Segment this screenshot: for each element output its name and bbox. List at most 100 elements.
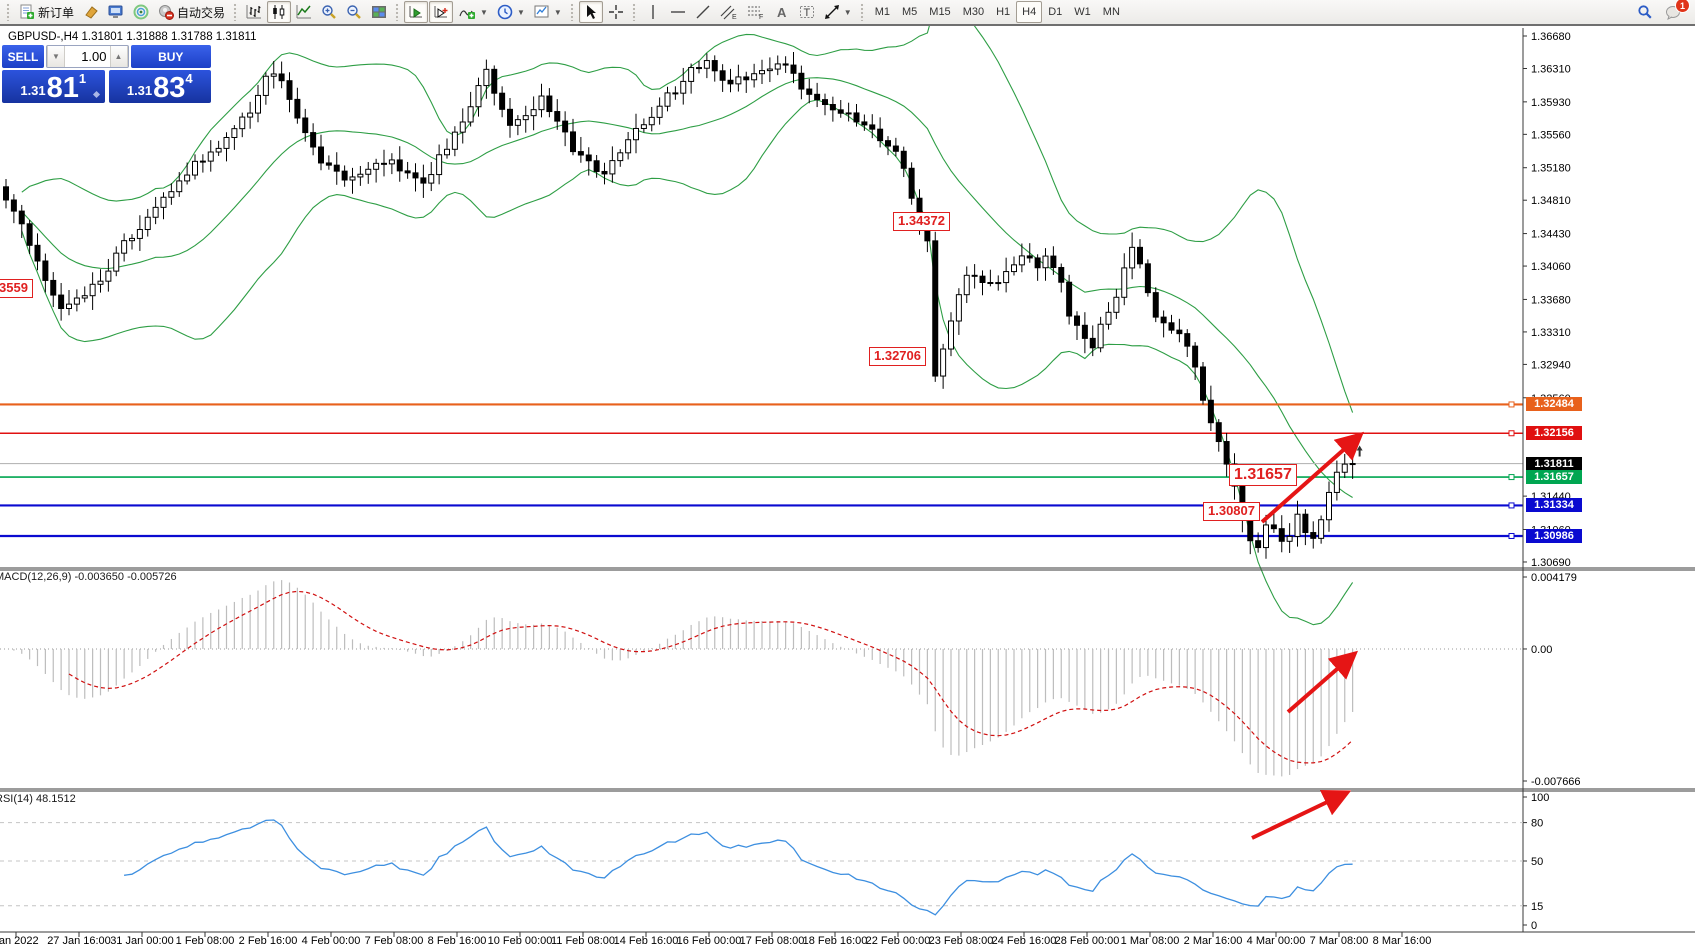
time-axis-label: 28 Feb 00:00 [1054,935,1120,947]
svg-text:1.35560: 1.35560 [1531,129,1571,141]
buy-button[interactable]: BUY [130,45,211,68]
cursor-icon [583,4,599,20]
templates-icon [534,4,550,20]
svg-text:1.34060: 1.34060 [1531,261,1571,273]
text-icon: A [774,4,790,20]
price-callout-label[interactable]: 1.31657 [1229,464,1297,487]
sell-price-small: 1.31 [20,83,46,98]
new-order-button[interactable]: 新订单 [15,1,78,23]
timeframe-button-h1[interactable]: H1 [996,6,1011,18]
candlestick-chart-button[interactable] [267,1,292,23]
price-callout-label[interactable]: 1.32706 [869,347,926,366]
equidistant-channel-tool-button[interactable]: E [716,1,742,23]
search-icon [1637,4,1653,20]
auto-scroll-button[interactable] [404,1,429,23]
crosshair-tool-button[interactable] [604,1,628,23]
time-axis-label: 14 Feb 16:00 [613,935,679,947]
time-axis-label: 4 Feb 00:00 [301,935,361,947]
terminal-button[interactable] [104,1,128,23]
volume-decrease-button[interactable]: ▼ [47,46,65,67]
time-axis-label: 2 Mar 16:00 [1183,935,1243,947]
new-order-label: 新订单 [38,5,75,20]
price-level-tag: 1.31657 [1526,470,1582,485]
period-button[interactable]: ▼ [493,1,529,23]
toolbar-grip[interactable] [395,3,401,21]
svg-text:50: 50 [1531,856,1543,868]
zoom-out-button[interactable] [342,1,366,23]
vertical-line-tool-button[interactable] [641,1,665,23]
timeframe-button-m30[interactable]: M30 [962,6,985,18]
timeframe-button-w1[interactable]: W1 [1074,6,1091,18]
search-button[interactable] [1633,1,1657,23]
time-axis-label: 7 Feb 08:00 [364,935,424,947]
svg-text:100: 100 [1531,792,1549,804]
layouts-button[interactable] [79,1,103,23]
time-axis-label: 16 Feb 00:00 [676,935,742,947]
add-indicator-button[interactable]: ▼ [454,1,492,23]
trendline-tool-button[interactable] [691,1,715,23]
buy-price-display[interactable]: 1.31 83 4 [108,70,211,103]
timeframe-group: M1 M5 M15 M30 H1 H4 D1 W1 MN [869,1,1126,23]
svg-text:15: 15 [1531,901,1543,913]
volume-input[interactable] [65,46,110,67]
svg-text:-0.007666: -0.007666 [1531,776,1581,788]
timeframe-button-d1[interactable]: D1 [1048,6,1063,18]
sell-price-display[interactable]: 1.31 81 1 [2,70,105,103]
price-callout-label[interactable]: 1.30807 [1203,502,1260,521]
signals-button[interactable] [129,1,153,23]
timeframe-button-m15[interactable]: M15 [929,6,951,18]
svg-text:1.30690: 1.30690 [1531,557,1571,569]
templates-button[interactable]: ▼ [530,1,566,23]
time-axis-label: 18 Feb 16:00 [802,935,868,947]
svg-text:0: 0 [1531,920,1537,932]
line-chart-icon [296,4,312,20]
time-axis-label: 1 Mar 08:00 [1120,935,1180,947]
current-price-tag: 1.31811 [1526,456,1582,471]
toolbar-grip[interactable] [859,3,865,21]
toolbar-grip[interactable] [631,3,637,21]
toolbar-grip[interactable] [233,3,239,21]
zoom-in-button[interactable] [317,1,341,23]
svg-text:1.34810: 1.34810 [1531,195,1571,207]
timeframe-button-h4[interactable]: H4 [1016,1,1043,23]
cursor-tool-button[interactable] [578,1,603,23]
text-label-tool-button[interactable]: T [795,1,819,23]
svg-text:1.35180: 1.35180 [1531,163,1571,175]
price-callout-label[interactable]: 3559 [0,279,33,298]
line-chart-button[interactable] [292,1,316,23]
bar-chart-button[interactable] [242,1,266,23]
time-axis-label: 27 Jan 16:00 [47,935,111,947]
chart-shift-button[interactable] [429,1,454,23]
sell-button[interactable]: SELL [2,45,44,68]
tile-windows-button[interactable] [367,1,391,23]
autotrade-button[interactable]: 自动交易 [154,1,229,23]
price-level-tag: 1.32484 [1526,397,1582,412]
trend-arrow-macd [1286,650,1359,714]
svg-text:1.35930: 1.35930 [1531,97,1571,109]
price-callout-label[interactable]: 1.34372 [893,212,950,231]
time-axis-label: 31 Jan 00:00 [110,935,174,947]
arrows-tool-button[interactable]: ▼ [820,1,856,23]
svg-text:F: F [759,14,763,20]
buy-price-small: 1.31 [126,83,153,98]
timeframe-button-m1[interactable]: M1 [874,6,890,18]
horizontal-line-tool-button[interactable] [666,1,690,23]
svg-text:1.36680: 1.36680 [1531,31,1571,43]
chart-shift-icon [433,4,449,20]
volume-box: ▼ ▲ [46,45,129,68]
time-axis-label: 8 Feb 16:00 [427,935,487,947]
notifications-button[interactable]: 1 [1661,0,1690,23]
layouts-icon [83,4,99,20]
toolbar-grip[interactable] [6,3,11,21]
volume-increase-button[interactable]: ▲ [109,46,128,67]
time-axis-label: 10 Feb 00:00 [487,935,553,947]
arrows-icon [824,4,840,20]
timeframe-button-mn[interactable]: MN [1102,6,1120,18]
fibonacci-tool-button[interactable]: F [743,1,769,23]
main-toolbar: 新订单 自动交易 ▼ ▼ [0,0,1695,26]
text-tool-button[interactable]: A [770,1,794,23]
toolbar-grip[interactable] [569,3,575,21]
timeframe-button-m5[interactable]: M5 [902,6,918,18]
